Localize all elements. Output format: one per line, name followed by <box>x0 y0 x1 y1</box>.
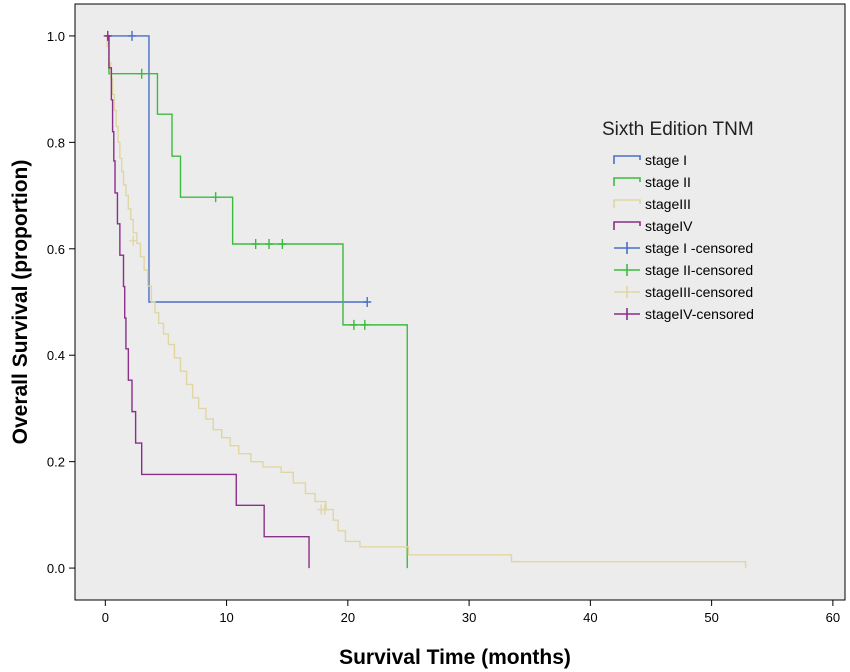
legend-item: stage I <box>613 152 687 168</box>
legend-label: stageIII <box>645 196 691 212</box>
censor-mark <box>363 297 372 307</box>
legend-title: Sixth Edition TNM <box>602 119 754 140</box>
x-tick-label: 0 <box>102 610 109 625</box>
legend-item: stageIII <box>613 196 691 212</box>
legend-label: stage I -censored <box>645 240 753 256</box>
legend-swatch <box>614 242 640 254</box>
legend-swatch <box>614 286 640 298</box>
censor-mark <box>137 68 146 79</box>
survival-curve <box>105 35 408 569</box>
legend-label: stageIV-censored <box>645 306 754 322</box>
y-tick-label: 0.8 <box>47 135 65 150</box>
legend-label: stage II <box>645 174 691 190</box>
x-axis-title: Survival Time (months) <box>339 646 571 669</box>
legend-swatch <box>613 199 641 208</box>
legend-item: stage II <box>613 174 691 190</box>
censor-mark <box>251 238 260 249</box>
x-tick-label: 10 <box>219 610 233 625</box>
legend-label: stage II-censored <box>645 262 753 278</box>
censor-mark <box>278 238 287 249</box>
legend-label: stageIV <box>645 218 693 234</box>
legend: Sixth Edition TNM stage I stage II stageIII… <box>602 119 754 322</box>
legend-swatch <box>613 177 641 186</box>
x-tick-label: 20 <box>341 610 355 625</box>
survival-curve <box>105 35 310 569</box>
series-stage-ii <box>105 35 408 569</box>
legend-item: stageIV-censored <box>614 306 754 322</box>
legend-label: stage I <box>645 152 687 168</box>
axes: 0 10 20 30 40 50 60 0.0 0.2 0.4 0.6 0.8 1.0 <box>47 29 840 625</box>
y-tick-label: 0.6 <box>47 242 65 257</box>
y-tick-label: 0.2 <box>47 455 65 470</box>
legend-item: stageIV <box>613 218 693 234</box>
censor-mark <box>129 235 138 246</box>
survival-curve <box>105 35 747 569</box>
censor-mark <box>103 30 112 41</box>
legend-item: stage I -censored <box>614 240 753 256</box>
y-tick-label: 1.0 <box>47 29 65 44</box>
legend-label: stageIII-censored <box>645 284 753 300</box>
x-tick-label: 50 <box>704 610 718 625</box>
legend-swatch <box>613 221 641 230</box>
censor-mark <box>360 319 369 330</box>
censor-mark <box>127 30 136 41</box>
series-layer <box>103 30 747 569</box>
x-tick-label: 40 <box>583 610 597 625</box>
legend-swatch <box>614 308 640 320</box>
y-tick-label: 0.0 <box>47 561 65 576</box>
x-tick-label: 60 <box>826 610 840 625</box>
censor-mark <box>265 238 274 249</box>
survival-curve <box>105 35 368 303</box>
legend-item: stageIII-censored <box>614 284 753 300</box>
y-axis-title: Overall Survival (proportion) <box>9 160 32 445</box>
x-tick-label: 30 <box>462 610 476 625</box>
censor-mark <box>320 504 329 515</box>
series-stageiv <box>103 30 310 569</box>
legend-swatch <box>613 155 641 164</box>
legend-item: stage II-censored <box>614 262 753 278</box>
y-tick-label: 0.4 <box>47 348 65 363</box>
censor-mark <box>349 319 358 330</box>
legend-swatch <box>614 264 640 276</box>
series-stage-i <box>105 30 372 307</box>
series-stageiii <box>105 35 747 569</box>
censor-mark <box>211 192 220 203</box>
